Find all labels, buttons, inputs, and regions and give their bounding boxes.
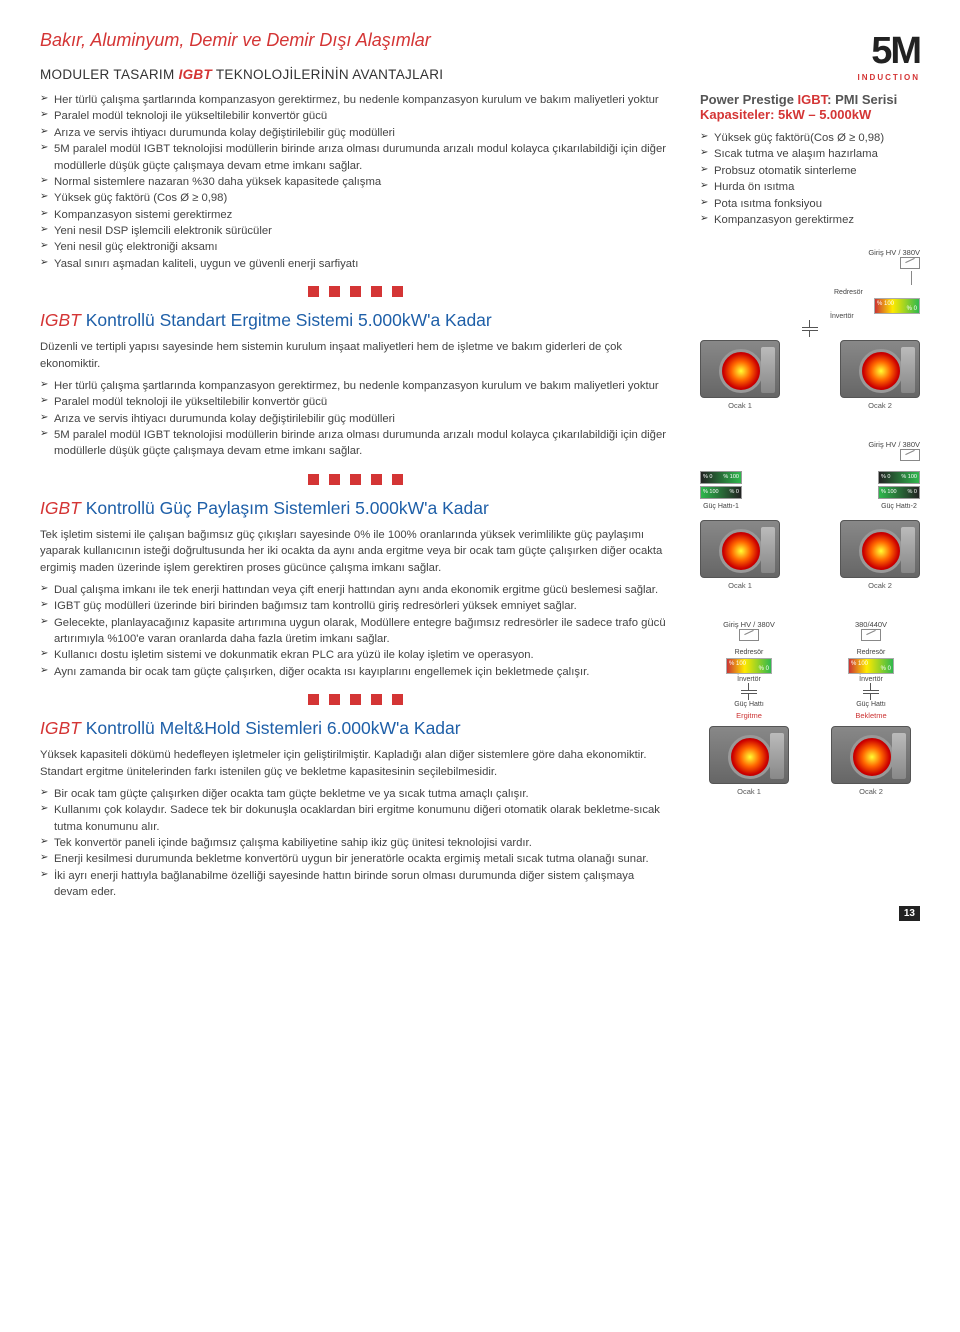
sec4-bullets: Bir ocak tam güçte çalışırken diğer ocak… [40, 786, 670, 901]
bullet: 5M paralel modül IGBT teknolojisi modüll… [40, 141, 670, 174]
invertor-label: İnvertör [830, 313, 920, 320]
logo-5m: 5M INDUCTION [700, 30, 920, 82]
ocak2-label: Ocak 2 [822, 787, 920, 796]
power-module-icon: % 0% 100 % 100% 0 [878, 471, 920, 501]
diagram-standard-system: Giriş HV / 380V Redresör % 100% 0 İnvert… [700, 248, 920, 410]
sec3-title: IGBT Kontrollü Güç Paylaşım Sistemleri 5… [40, 498, 670, 519]
bullet: Gelecekte, planlayacağınız kapasite artı… [40, 615, 670, 648]
bullet: 5M paralel modül IGBT teknolojisi modüll… [40, 427, 670, 460]
switch-icon [739, 629, 759, 641]
bullet: Arıza ve servis ihtiyacı durumunda kolay… [40, 125, 670, 141]
dia-input-label: Giriş HV / 380V [700, 620, 798, 629]
redresor-label: Redresör [700, 649, 798, 656]
bullet: Yeni nesil güç elektroniği aksamı [40, 239, 670, 255]
sec2-para: Düzenli ve tertipli yapısı sayesinde hem… [40, 339, 670, 372]
bullet: Her türlü çalışma şartlarında kompanzasy… [40, 92, 670, 108]
furnace-icon [840, 520, 920, 578]
bullet: Arıza ve servis ihtiyacı durumunda kolay… [40, 411, 670, 427]
guc-hatti-label: Güç Hattı [700, 701, 798, 708]
bullet: Yüksek güç faktörü (Cos Ø ≥ 0,98) [40, 190, 670, 206]
ocak2-label: Ocak 2 [840, 581, 920, 590]
diagram-power-share: Giriş HV / 380V % 0% 100 % 100% 0 Güç Ha… [700, 440, 920, 590]
switch-icon [900, 257, 920, 269]
section1-title: MODULER TASARIM IGBT TEKNOLOJİLERİNİN AV… [40, 67, 670, 82]
ocak2-label: Ocak 2 [840, 401, 920, 410]
redresor-label: Redresör [822, 649, 920, 656]
bullet: Paralel modül teknoloji ile yükseltilebi… [40, 108, 670, 124]
bullet: Sıcak tutma ve alaşım hazırlama [700, 146, 920, 162]
bullet: Aynı zamanda bir ocak tam güçte çalışırk… [40, 664, 670, 680]
bullet: IGBT güç modülleri üzerinde biri birinde… [40, 598, 670, 614]
bullet: İki ayrı enerji hattıyla bağlanabilme öz… [40, 868, 670, 901]
bullet: Hurda ön ısıtma [700, 179, 920, 195]
diagram-melt-hold: Giriş HV / 380V Redresör % 100% 0 İnvert… [700, 620, 920, 796]
bullet: Pota ısıtma fonksiyou [700, 196, 920, 212]
bullet: Enerji kesilmesi durumunda bekletme konv… [40, 851, 670, 867]
divider-squares [40, 472, 670, 490]
sec1-post: TEKNOLOJİLERİNİN AVANTAJLARI [212, 67, 443, 82]
invertor-label: İnvertör [822, 676, 920, 683]
bullet: Yüksek güç faktörü(Cos Ø ≥ 0,98) [700, 130, 920, 146]
guc-hatti-label: Güç Hattı [822, 701, 920, 708]
sec1-bullets: Her türlü çalışma şartlarında kompanzasy… [40, 92, 670, 272]
bullet: Kompanzasyon gerektirmez [700, 212, 920, 228]
pp-bullets: Yüksek güç faktörü(Cos Ø ≥ 0,98) Sıcak t… [700, 130, 920, 228]
bullet: Probsuz otomatik sinterleme [700, 163, 920, 179]
sec2-bullets: Her türlü çalışma şartlarında kompanzasy… [40, 378, 670, 460]
sec2-title: IGBT Kontrollü Standart Ergitme Sistemi … [40, 310, 670, 331]
ergitme-label: Ergitme [700, 711, 798, 720]
invertor-label: İnvertör [700, 676, 798, 683]
bullet: Her türlü çalışma şartlarında kompanzasy… [40, 378, 670, 394]
furnace-icon [700, 340, 780, 398]
redresor-label: Redresör [834, 289, 880, 296]
capacitor-icon [863, 687, 879, 697]
bullet: Paralel modül teknoloji ile yükseltilebi… [40, 394, 670, 410]
bullet: Dual çalışma imkanı ile tek enerji hattı… [40, 582, 670, 598]
furnace-icon [831, 726, 911, 784]
ocak1-label: Ocak 1 [700, 787, 798, 796]
page-number: 13 [899, 906, 920, 921]
bullet: Yasal sınırı aşmadan kaliteli, uygun ve … [40, 256, 670, 272]
sec1-igbt: IGBT [179, 67, 212, 82]
furnace-icon [700, 520, 780, 578]
bullet: Kullanıcı dostu işletim sistemi ve dokun… [40, 647, 670, 663]
furnace-icon [709, 726, 789, 784]
bullet: Kullanımı çok kolaydır. Sadece tek bir d… [40, 802, 670, 835]
capacitor-icon [802, 324, 818, 334]
guc-hatti2-label: Güç Hattı-2 [878, 503, 920, 510]
furnace-icon [840, 340, 920, 398]
page-title: Bakır, Aluminyum, Demir ve Demir Dışı Al… [40, 30, 670, 51]
dia-input-label: 380/440V [822, 620, 920, 629]
bekletme-label: Bekletme [822, 711, 920, 720]
power-module-icon: % 0% 100 % 100% 0 [700, 471, 742, 501]
dia-input-label: Giriş HV / 380V [700, 440, 920, 449]
power-prestige-line2: Kapasiteler: 5kW – 5.000kW [700, 107, 920, 122]
divider-squares [40, 692, 670, 710]
bullet: Normal sistemlere nazaran %30 daha yükse… [40, 174, 670, 190]
sec4-title: IGBT Kontrollü Melt&Hold Sistemleri 6.00… [40, 718, 670, 739]
sec3-bullets: Dual çalışma imkanı ile tek enerji hattı… [40, 582, 670, 680]
power-prestige-line1: Power Prestige IGBT: PMI Serisi [700, 92, 920, 107]
ocak1-label: Ocak 1 [700, 401, 780, 410]
bullet: Tek konvertör paneli içinde bağımsız çal… [40, 835, 670, 851]
divider-squares [40, 284, 670, 302]
capacitor-icon [741, 687, 757, 697]
ocak1-label: Ocak 1 [700, 581, 780, 590]
switch-icon [861, 629, 881, 641]
sec1-pre: MODULER TASARIM [40, 67, 179, 82]
bullet: Yeni nesil DSP işlemcili elektronik sürü… [40, 223, 670, 239]
bullet: Bir ocak tam güçte çalışırken diğer ocak… [40, 786, 670, 802]
dia-input-label: Giriş HV / 380V [700, 248, 920, 257]
switch-icon [900, 449, 920, 461]
logo-sub: INDUCTION [700, 73, 920, 82]
sec3-para: Tek işletim sistemi ile çalışan bağımsız… [40, 527, 670, 576]
bullet: Kompanzasyon sistemi gerektirmez [40, 207, 670, 223]
guc-hatti1-label: Güç Hattı-1 [700, 503, 742, 510]
sec4-para: Yüksek kapasiteli dökümü hedefleyen işle… [40, 747, 670, 780]
logo-text: 5M [700, 30, 920, 73]
